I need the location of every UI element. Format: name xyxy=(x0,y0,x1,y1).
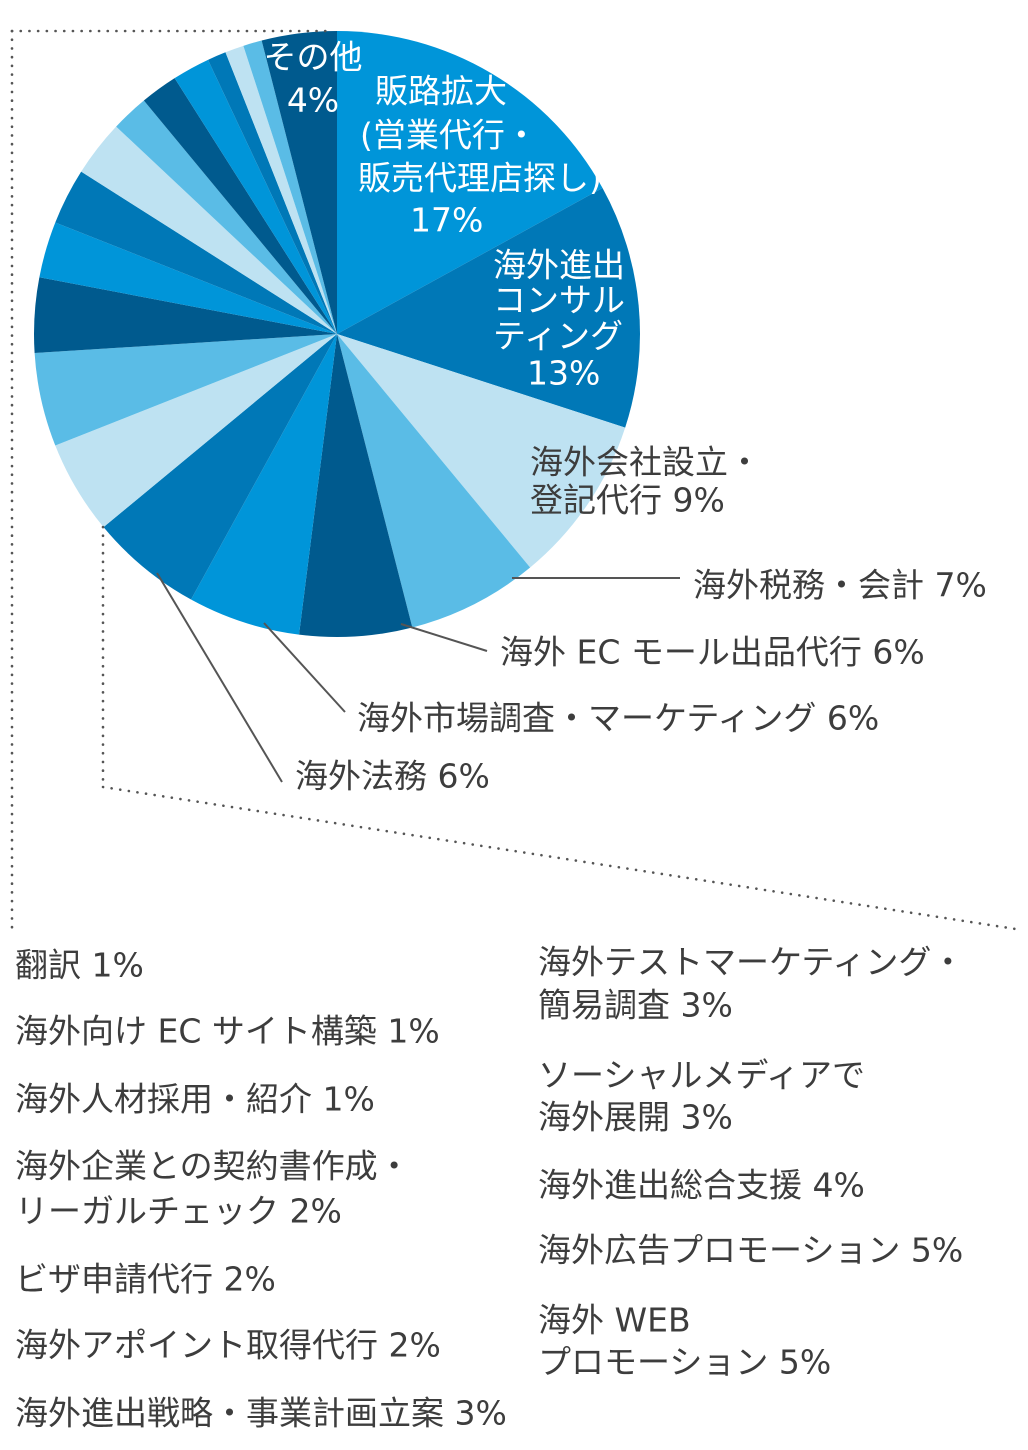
leader-line-legal xyxy=(156,572,283,783)
pie-slice-13 xyxy=(116,100,338,334)
detail-list-right: 海外テストマーケティング・ 簡易調査 3% ソーシャルメディアで 海外展開 3%… xyxy=(538,943,964,1382)
slice-label: その他 xyxy=(264,38,363,77)
slice-label: 海外進出 xyxy=(493,246,625,285)
pie-slice-12 xyxy=(81,126,337,334)
list-item: 海外広告プロモーション 5% xyxy=(538,1231,963,1270)
slice-label: 登記代行 9% xyxy=(530,481,725,520)
list-item: ビザ申請代行 2% xyxy=(15,1260,276,1299)
list-item: 簡易調査 3% xyxy=(538,986,733,1025)
pie-slices xyxy=(34,31,640,637)
pie-slice-15 xyxy=(174,59,337,335)
list-item: 海外進出総合支援 4% xyxy=(538,1166,865,1205)
slice-label: 海外会社設立・ xyxy=(530,443,761,482)
pie-slice-3 xyxy=(337,334,531,628)
list-item: 海外企業との契約書作成・ xyxy=(15,1147,411,1186)
pie-slice-18 xyxy=(243,40,337,335)
list-item: 海外人材採用・紹介 1% xyxy=(15,1080,375,1119)
zoom-bracket xyxy=(10,29,1024,932)
pie-slice-5 xyxy=(191,334,337,635)
slice-value-label: 17% xyxy=(410,201,483,240)
pie-slice-6 xyxy=(103,334,337,600)
pie-slice-1 xyxy=(337,188,640,428)
zoom-bracket-diagonal-line xyxy=(101,785,1024,932)
pie-slice-16 xyxy=(207,52,337,334)
pie-slice-14 xyxy=(143,78,337,334)
slice-label: 海外法務 6% xyxy=(295,757,490,796)
slice-label: 海外税務・会計 7% xyxy=(693,566,987,605)
leader-lines xyxy=(156,572,680,783)
list-item: 海外進出戦略・事業計画立案 3% xyxy=(15,1394,507,1433)
pie-slice-0 xyxy=(337,31,603,334)
pie-slice-17 xyxy=(225,45,337,334)
leader-line-ec-mall xyxy=(400,623,488,652)
slice-label: (営業代行・ xyxy=(360,116,538,155)
pie-slice-11 xyxy=(55,171,337,334)
list-item: 海外テストマーケティング・ xyxy=(538,943,964,982)
list-item: 海外 WEB xyxy=(538,1301,691,1340)
slice-label: 販路拡大 xyxy=(375,72,507,111)
list-item: プロモーション 5% xyxy=(538,1343,831,1382)
pie-slice-9 xyxy=(34,277,337,354)
pie-slice-2 xyxy=(337,334,626,568)
slice-label: 海外 EC モール出品代行 6% xyxy=(500,633,925,672)
pie-slice-8 xyxy=(34,334,337,446)
pie-slice-7 xyxy=(55,334,337,528)
pie-slice-19 xyxy=(261,31,337,334)
list-item: 海外展開 3% xyxy=(538,1098,733,1137)
pie-slice-10 xyxy=(39,222,338,334)
slice-label: 海外市場調査・マーケティング 6% xyxy=(357,699,879,738)
detail-list-left: 翻訳 1% 海外向け EC サイト構築 1% 海外人材採用・紹介 1% 海外企業… xyxy=(15,946,507,1433)
leader-line-market-research xyxy=(263,622,346,713)
slice-value-label: 13% xyxy=(527,354,600,393)
pie-outer-labels: 海外税務・会計 7% 海外 EC モール出品代行 6% 海外市場調査・マーケティ… xyxy=(295,566,987,796)
slice-label: ティング xyxy=(493,317,623,356)
slice-label: 販売代理店探し) xyxy=(358,159,602,198)
slice-label: コンサル xyxy=(493,281,625,320)
list-item: 翻訳 1% xyxy=(15,946,144,985)
pie-slice-4 xyxy=(299,334,413,637)
list-item: ソーシャルメディアで xyxy=(538,1056,865,1095)
list-item: リーガルチェック 2% xyxy=(15,1192,342,1231)
list-item: 海外向け EC サイト構築 1% xyxy=(15,1012,440,1051)
slice-value-label: 4% xyxy=(287,81,339,120)
list-item: 海外アポイント取得代行 2% xyxy=(15,1326,441,1365)
pie-inner-labels: その他 4% 販路拡大 (営業代行・ 販売代理店探し) 17% 海外進出 コンサ… xyxy=(264,38,762,520)
